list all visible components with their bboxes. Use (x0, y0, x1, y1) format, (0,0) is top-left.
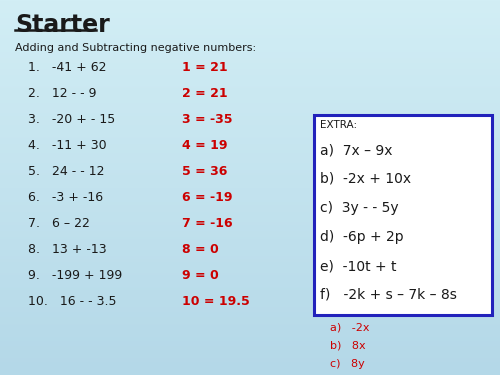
Text: b)  -2x + 10x: b) -2x + 10x (320, 172, 411, 186)
Text: 5.   24 - - 12: 5. 24 - - 12 (28, 165, 104, 178)
Text: 4 = 19: 4 = 19 (182, 139, 228, 152)
Bar (314, 115, 492, 315)
Text: c)  3y - - 5y: c) 3y - - 5y (320, 201, 398, 215)
Text: 1 = 21: 1 = 21 (182, 61, 228, 74)
Text: 7.   6 – 22: 7. 6 – 22 (28, 217, 90, 230)
Text: 8 = 0: 8 = 0 (182, 243, 219, 256)
Text: 9.   -199 + 199: 9. -199 + 199 (28, 269, 122, 282)
Text: EXTRA:: EXTRA: (320, 120, 357, 130)
Text: 6 = -19: 6 = -19 (182, 191, 232, 204)
Text: 6.   -3 + -16: 6. -3 + -16 (28, 191, 103, 204)
Text: a)  7x – 9x: a) 7x – 9x (320, 143, 392, 157)
Text: 2 = 21: 2 = 21 (182, 87, 228, 100)
Text: Adding and Subtracting negative numbers:: Adding and Subtracting negative numbers: (15, 43, 256, 53)
Text: 3.   -20 + - 15: 3. -20 + - 15 (28, 113, 115, 126)
Text: 10 = 19.5: 10 = 19.5 (182, 295, 250, 308)
Text: b)   8x: b) 8x (330, 341, 366, 351)
Text: Starter: Starter (15, 13, 110, 37)
Text: 3 = -35: 3 = -35 (182, 113, 232, 126)
Text: 8.   13 + -13: 8. 13 + -13 (28, 243, 106, 256)
Text: 10.   16 - - 3.5: 10. 16 - - 3.5 (28, 295, 117, 308)
Text: 7 = -16: 7 = -16 (182, 217, 232, 230)
Text: d)  -6p + 2p: d) -6p + 2p (320, 230, 404, 244)
Text: 2.   12 - - 9: 2. 12 - - 9 (28, 87, 96, 100)
Text: 1.   -41 + 62: 1. -41 + 62 (28, 61, 106, 74)
Text: a)   -2x: a) -2x (330, 323, 370, 333)
Text: 4.   -11 + 30: 4. -11 + 30 (28, 139, 106, 152)
Text: f)   -2k + s – 7k – 8s: f) -2k + s – 7k – 8s (320, 288, 457, 302)
Text: 5 = 36: 5 = 36 (182, 165, 228, 178)
Text: e)  -10t + t: e) -10t + t (320, 259, 396, 273)
Text: c)   8y: c) 8y (330, 359, 365, 369)
Text: 9 = 0: 9 = 0 (182, 269, 219, 282)
